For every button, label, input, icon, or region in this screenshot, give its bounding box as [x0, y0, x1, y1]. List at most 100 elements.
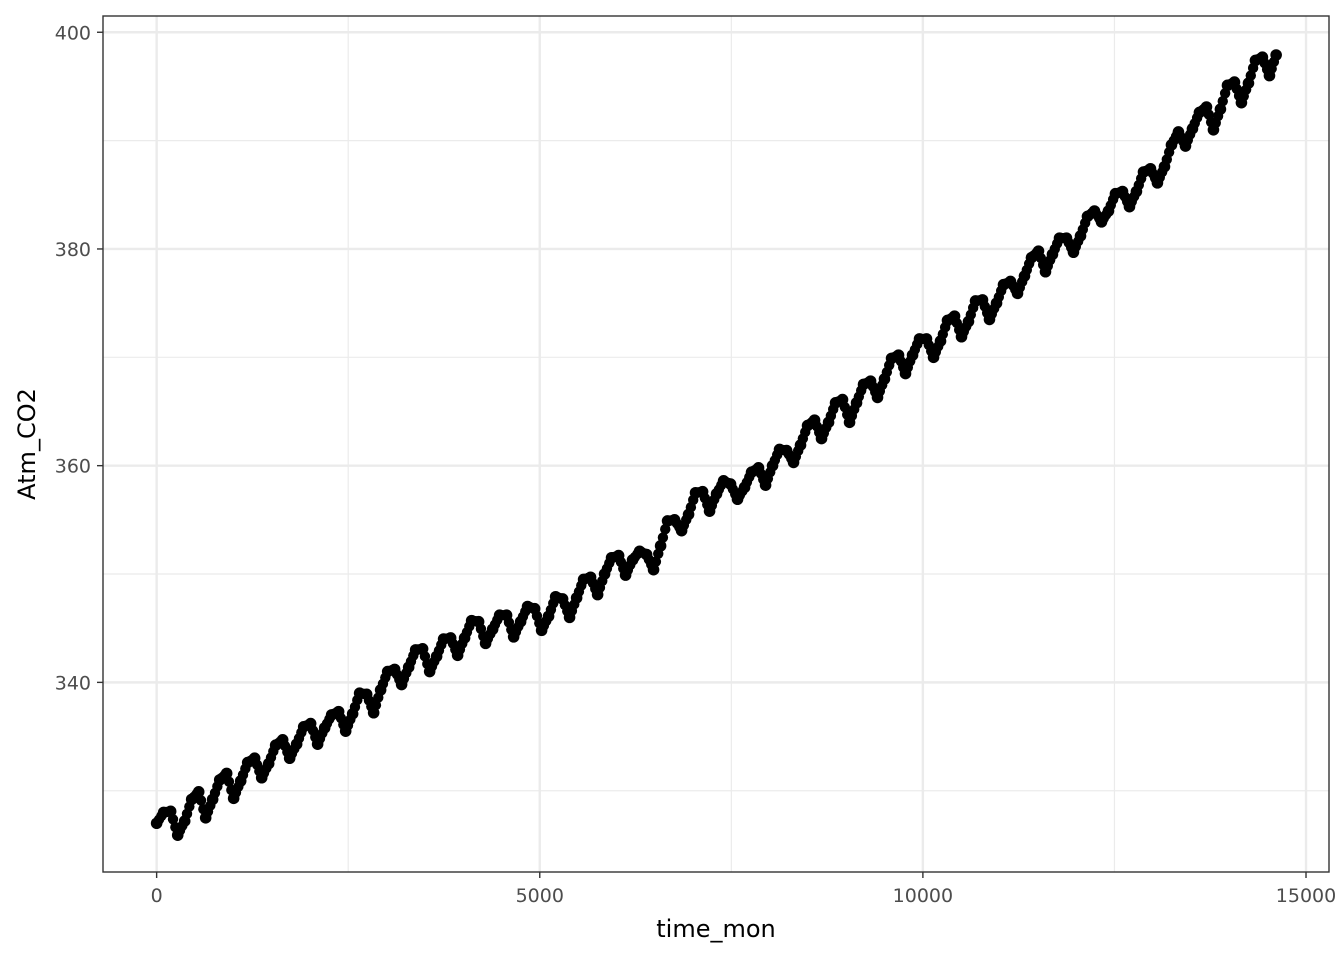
data-point: [304, 717, 317, 730]
data-point: [402, 661, 415, 674]
data-point: [1144, 162, 1157, 175]
data-point: [1039, 265, 1052, 278]
data-point: [738, 481, 751, 494]
data-point: [1172, 126, 1185, 138]
data-point: [500, 609, 513, 621]
data-point: [906, 349, 919, 361]
data-point: [787, 456, 800, 469]
data-point: [1011, 287, 1024, 300]
data-point: [619, 569, 632, 581]
data-point: [542, 610, 555, 623]
data-point: [234, 775, 247, 787]
data-point: [1263, 69, 1276, 82]
data-point: [192, 786, 205, 798]
data-point: [864, 375, 877, 387]
data-point: [815, 432, 828, 445]
data-point: [927, 351, 940, 364]
x-tick-label: 5000: [516, 885, 564, 907]
data-point: [1270, 49, 1282, 61]
data-point: [850, 397, 863, 409]
data-point: [724, 478, 737, 490]
data-point: [1102, 205, 1115, 217]
data-point: [318, 722, 331, 734]
data-points: [150, 49, 1282, 841]
data-point: [185, 793, 198, 806]
data-point: [983, 313, 996, 326]
data-point: [598, 568, 611, 580]
y-axis-ticks: 340 360 380 400: [55, 22, 103, 694]
data-point: [290, 738, 303, 750]
data-point: [528, 602, 541, 615]
data-point: [1018, 270, 1031, 282]
data-point: [752, 462, 765, 474]
data-point: [836, 393, 849, 406]
data-point: [178, 815, 191, 827]
data-point: [451, 649, 464, 662]
data-point: [514, 615, 527, 628]
data-point: [276, 734, 289, 746]
major-gridlines: [103, 16, 1329, 872]
x-axis-ticks: 0 5000 10000 15000: [151, 872, 1336, 907]
data-point: [1032, 245, 1045, 257]
data-point: [920, 333, 933, 345]
data-point: [255, 771, 268, 784]
data-point: [934, 335, 947, 347]
data-point: [1151, 177, 1164, 189]
data-point: [430, 650, 443, 663]
data-point: [1242, 77, 1255, 89]
data-point: [766, 459, 779, 472]
x-axis-title: time_mon: [656, 915, 776, 943]
x-tick-label: 0: [151, 885, 163, 907]
data-point: [584, 571, 597, 584]
data-point: [1207, 123, 1220, 136]
data-point: [570, 592, 583, 604]
data-point: [248, 752, 261, 765]
data-point: [654, 540, 667, 552]
data-point: [346, 708, 359, 720]
data-point: [472, 615, 485, 628]
data-point: [535, 624, 548, 637]
data-point: [1046, 248, 1059, 261]
data-point: [150, 817, 163, 830]
data-point: [710, 488, 723, 500]
data-point: [367, 706, 380, 719]
data-point: [1256, 51, 1269, 63]
data-point: [948, 310, 961, 322]
data-point: [360, 688, 373, 701]
data-point: [612, 549, 625, 562]
data-point: [423, 665, 436, 678]
data-point: [1004, 275, 1017, 288]
data-point: [311, 738, 324, 750]
data-point: [1074, 230, 1087, 242]
data-point: [990, 297, 1003, 309]
data-point: [563, 611, 576, 624]
data-point: [339, 725, 352, 737]
data-point: [640, 548, 653, 561]
data-point: [479, 637, 492, 650]
data-point: [976, 294, 989, 306]
data-point: [955, 330, 968, 343]
data-point: [164, 805, 177, 818]
y-tick-label: 340: [55, 672, 91, 694]
data-point: [626, 554, 639, 566]
data-point: [486, 623, 499, 636]
data-point: [1123, 200, 1136, 213]
data-point: [1235, 96, 1248, 109]
data-point: [843, 416, 856, 429]
y-tick-label: 400: [55, 22, 91, 44]
data-point: [507, 631, 520, 643]
data-point: [668, 514, 681, 526]
data-point: [171, 829, 184, 841]
data-point: [458, 632, 471, 644]
data-point: [220, 767, 233, 780]
data-point: [1067, 246, 1080, 259]
data-point: [1214, 103, 1227, 115]
data-point: [871, 391, 884, 404]
y-tick-label: 380: [55, 239, 91, 261]
x-tick-label: 10000: [893, 885, 953, 907]
data-point: [647, 563, 660, 576]
data-point: [556, 593, 569, 605]
x-tick-label: 15000: [1276, 885, 1336, 907]
data-point: [808, 414, 821, 426]
